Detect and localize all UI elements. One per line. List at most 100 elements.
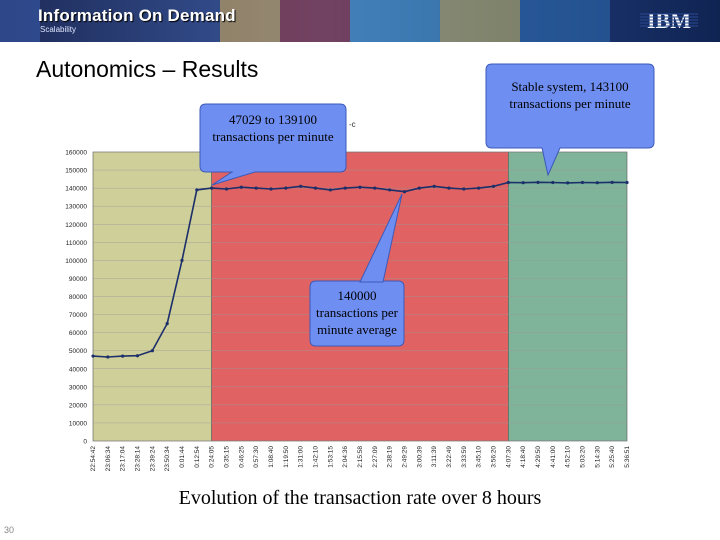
data-point (521, 181, 525, 185)
x-tick-label: 23:28:14 (135, 446, 142, 472)
banner-decoration (520, 0, 610, 42)
x-tick-label: 4:29:50 (535, 446, 542, 468)
data-point (402, 190, 407, 194)
x-tick-label: 4:41:00 (550, 446, 557, 468)
data-point (358, 185, 362, 189)
y-tick-label: 60000 (69, 330, 87, 337)
banner-decoration (220, 0, 280, 42)
y-tick-label: 140000 (65, 186, 87, 193)
data-point (373, 186, 377, 190)
y-tick-label: 100000 (65, 258, 87, 265)
callout-left-bubble (199, 103, 347, 186)
x-tick-label: 23:06:34 (105, 446, 112, 472)
data-point (417, 186, 421, 190)
x-tick-label: 2:27:09 (372, 446, 379, 468)
x-tick-label: 23:39:24 (149, 446, 156, 472)
y-tick-label: 70000 (69, 312, 87, 319)
y-tick-label: 30000 (69, 384, 87, 391)
data-point (462, 187, 466, 191)
x-tick-label: 2:49:29 (402, 446, 409, 468)
x-tick-label: 2:38:19 (387, 446, 394, 468)
data-point (224, 187, 229, 191)
x-tick-label: 5:25:40 (609, 446, 616, 468)
data-point (580, 180, 585, 185)
data-point (91, 354, 95, 358)
data-point (343, 186, 347, 190)
data-point (328, 188, 332, 192)
data-point (432, 184, 436, 188)
y-tick-label: 10000 (69, 420, 87, 427)
data-point (536, 180, 540, 184)
x-tick-label: 3:56:20 (491, 446, 498, 468)
header-banner: Information On Demand Scalability IBM (0, 0, 720, 42)
callout-middle-pointer (359, 193, 403, 283)
x-tick-label: 3:11:39 (431, 446, 438, 468)
series-points (91, 180, 629, 359)
x-tick-label: 1:08:40 (268, 446, 275, 468)
y-axis-ticks: 0 10000 20000 30000 40000 50000 60000 70000 8000… (65, 150, 87, 446)
y-tick-label: 40000 (69, 366, 87, 373)
data-point (284, 186, 288, 190)
x-tick-label: 3:33:59 (461, 446, 468, 468)
x-tick-label: 0:57:30 (253, 446, 260, 468)
x-tick-label: 4:18:40 (520, 446, 527, 468)
ibm-logo: IBM (640, 8, 698, 33)
callout-right-bubble (485, 63, 655, 177)
callout-middle-bubble (309, 280, 405, 347)
data-point (269, 187, 273, 191)
x-tick-label: 3:22:49 (446, 446, 453, 468)
x-axis-ticks: 22:54:42 23:06:34 23:17:04 23:28:14 23:39:24… (90, 446, 631, 472)
x-tick-label: 1:42:10 (313, 446, 320, 468)
callout-middle-text: 140000 transactions per minute average (316, 288, 398, 337)
banner-title: Information On Demand (38, 6, 236, 25)
x-tick-label: 23:50:34 (164, 446, 171, 472)
x-tick-label: 1:31:00 (298, 446, 305, 468)
banner-decoration (0, 0, 40, 42)
y-tick-label: 130000 (65, 204, 87, 211)
chart-title-fragment: -c (349, 120, 356, 129)
data-point (491, 184, 496, 188)
x-tick-label: 5:14:30 (594, 446, 601, 468)
x-tick-label: 5:36:51 (624, 446, 631, 468)
y-tick-label: 120000 (65, 222, 87, 229)
x-tick-label: 4:07:30 (505, 446, 512, 468)
x-tick-label: 4:52:10 (565, 446, 572, 468)
y-tick-label: 20000 (69, 402, 87, 409)
x-tick-label: 0:35:15 (224, 446, 231, 468)
y-tick-label: 50000 (69, 348, 87, 355)
chart-caption: Evolution of the transaction rate over 8… (178, 487, 542, 509)
data-point (165, 321, 169, 326)
y-tick-label: 90000 (69, 276, 87, 283)
x-tick-label: 2:04:36 (342, 446, 349, 468)
data-point (595, 181, 599, 185)
data-point (625, 180, 629, 185)
y-tick-label: 160000 (65, 150, 87, 157)
slide-title: Autonomics – Results (36, 56, 259, 82)
y-tick-label: 110000 (66, 240, 88, 247)
data-point (313, 186, 318, 190)
data-point (254, 186, 258, 190)
callout-left-text: 47029 to 139100 transactions per minute (212, 112, 334, 144)
y-tick-label: 150000 (65, 168, 87, 175)
y-tick-label: 80000 (69, 294, 87, 301)
data-point (106, 355, 110, 359)
data-point (610, 180, 614, 184)
x-tick-label: 22:54:42 (90, 446, 97, 472)
x-tick-label: 1:19:50 (283, 446, 290, 468)
x-tick-label: 0:12:54 (194, 446, 201, 468)
data-point (388, 188, 392, 192)
data-point (210, 186, 214, 190)
data-point (239, 185, 243, 189)
data-point (135, 354, 140, 358)
page-number: 30 (4, 525, 15, 535)
x-tick-label: 0:46:25 (238, 446, 245, 468)
x-tick-label: 0:01:44 (179, 446, 186, 468)
y-tick-label: 0 (83, 439, 87, 446)
data-point (551, 180, 555, 185)
data-point (447, 186, 451, 190)
x-tick-label: 2:15:58 (357, 446, 364, 468)
data-point (150, 349, 154, 353)
callout-right-text: Stable system, 143100 transactions per m… (509, 79, 631, 111)
banner-decoration (440, 0, 520, 42)
